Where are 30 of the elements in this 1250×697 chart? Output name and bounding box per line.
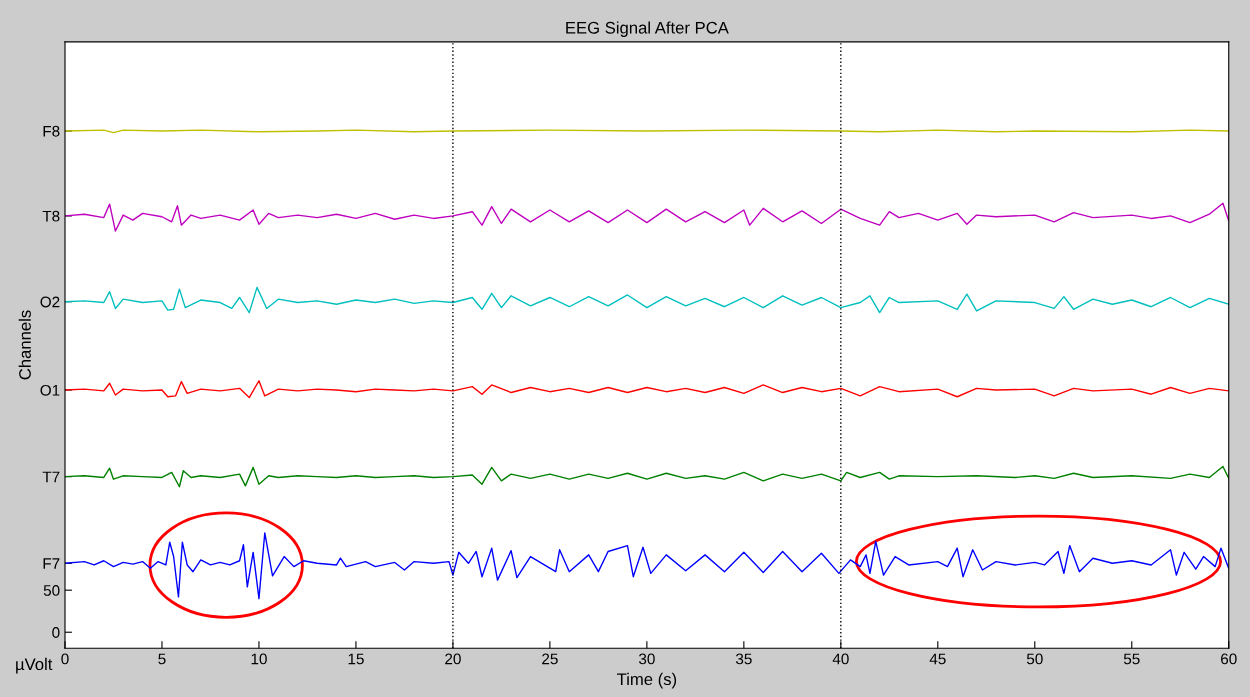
y-tick-label: 50 [43,585,60,596]
chart-title: EEG Signal After PCA [566,21,729,37]
x-tick-label: 15 [348,653,364,665]
x-tick-label: 50 [1026,653,1043,665]
y-tick-label: F8 [43,125,60,137]
y-tick-label: O2 [40,296,60,308]
x-tick-label: 45 [929,653,946,665]
line-series [65,286,1229,314]
x-tick-label: 35 [735,653,752,665]
text: µVolt [16,657,53,674]
x-tick-label: 5 [158,653,166,665]
line-series [65,465,1229,488]
x-tick-label: 25 [542,653,558,665]
y-tick-label: 0 [52,627,60,638]
x-tick-label: 30 [638,653,655,665]
x-tick-label: 0 [61,653,69,665]
y-tick-label: O1 [40,384,60,396]
x-axis-title: Time (s) [617,672,677,689]
y-tick-label: T7 [42,471,60,483]
line-series [65,532,1229,600]
x-tick-label: 20 [445,653,461,665]
x-tick-label: 55 [1123,653,1140,665]
y-tick-label: T8 [42,210,60,222]
x-tick-label: 10 [251,653,267,665]
line-series [65,380,1229,399]
x-tick-label: 40 [832,653,849,665]
line-series [65,202,1229,232]
y-tick-label: F7 [43,558,60,569]
x-tick-label: 60 [1221,653,1237,665]
y-axis-title: Channels [18,310,31,380]
